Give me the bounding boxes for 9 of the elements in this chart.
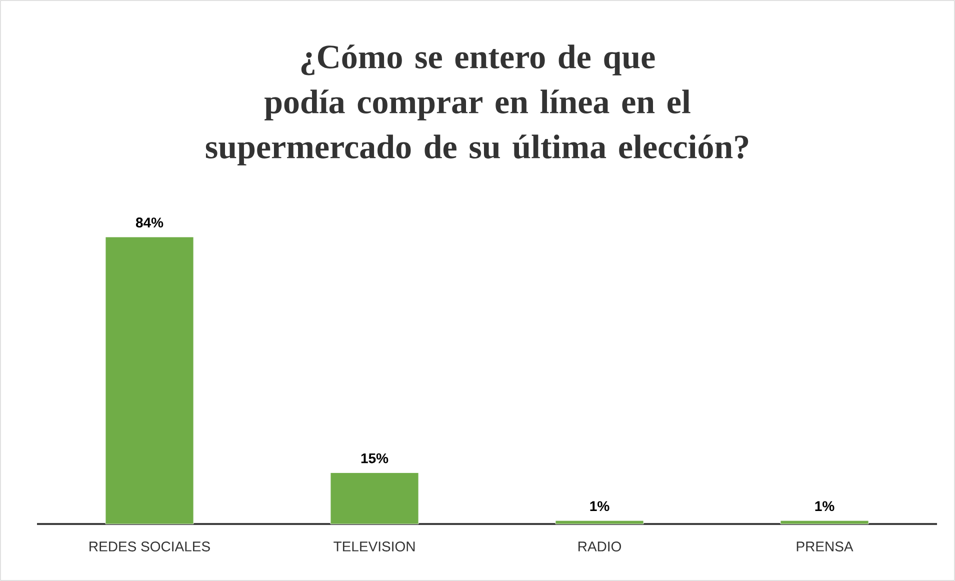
data-label: 1% bbox=[590, 501, 610, 512]
data-label: 15% bbox=[361, 453, 388, 464]
x-tick-label: PRENSA bbox=[796, 542, 854, 552]
chart-title: ¿Cómo se entero de que podía comprar en línea en el supermercado de su última elección? bbox=[206, 44, 748, 166]
data-label: 1% bbox=[815, 501, 834, 512]
x-tick-label: RADIO bbox=[578, 542, 622, 552]
x-tick-label: TELEVISION bbox=[334, 542, 415, 552]
data-label: 84% bbox=[136, 218, 164, 228]
x-tick-label: REDES SOCIALES bbox=[90, 542, 210, 552]
